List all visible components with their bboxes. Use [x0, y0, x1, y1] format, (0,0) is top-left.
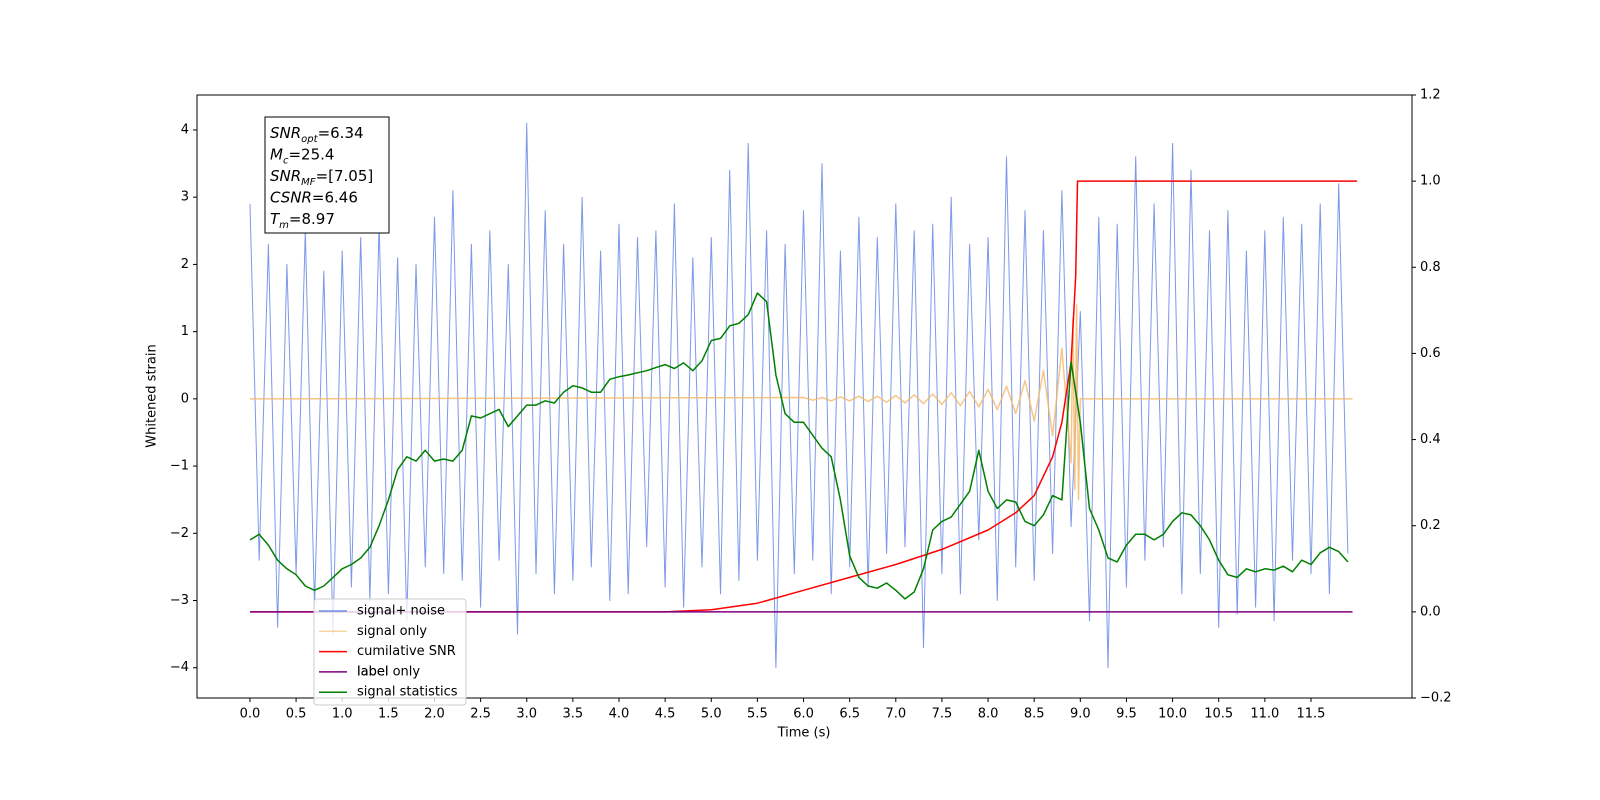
y-tick-label: 2	[181, 257, 189, 272]
legend-label: signal only	[357, 624, 427, 639]
series-line	[249, 122, 1349, 669]
x-tick-label: 3.0	[516, 707, 537, 722]
x-tick-label: 4.0	[609, 707, 630, 722]
y2-tick-label: 1.0	[1420, 174, 1441, 189]
x-tick-label: 0.0	[240, 707, 261, 722]
series-line	[249, 303, 1353, 501]
x-tick-label: 10.0	[1158, 707, 1187, 722]
x-tick-label: 4.5	[655, 707, 676, 722]
y-tick-label: −3	[170, 593, 189, 608]
y-axis-label: Whitened strain	[145, 344, 160, 447]
x-tick-label: 9.5	[1116, 707, 1137, 722]
legend-label: signal+ noise	[357, 604, 445, 619]
annotation-box	[264, 116, 390, 234]
x-tick-label: 6.5	[839, 707, 860, 722]
y-tick-label: −4	[170, 660, 189, 675]
legend-extra: label only	[357, 665, 420, 680]
y2-tick-label: 0.0	[1420, 604, 1441, 619]
annotation-base: SNR	[270, 124, 301, 142]
annotation-base: SNR	[270, 167, 301, 185]
legend-box	[313, 598, 467, 706]
x-tick-label: 2.5	[470, 707, 491, 722]
annotation-base: T	[270, 210, 281, 228]
x-tick-label: 5.0	[701, 707, 722, 722]
y2-tick-label: 1.2	[1420, 88, 1441, 103]
x-tick-label: 7.5	[932, 707, 953, 722]
series-line	[250, 180, 1358, 613]
x-axis-label: Time (s)	[777, 726, 831, 741]
y-tick-label: 4	[181, 122, 189, 137]
x-tick-label: 10.5	[1204, 707, 1233, 722]
annotation-sub: c	[283, 155, 289, 166]
y2-tick-label: 0.6	[1420, 346, 1441, 361]
x-tick-label: 8.0	[978, 707, 999, 722]
legend-label: signal statistics	[357, 685, 458, 700]
x-tick-label: 9.0	[1070, 707, 1091, 722]
x-tick-label: 1.5	[378, 707, 399, 722]
annotation-base: CSNR	[270, 188, 312, 206]
x-tick-label: 0.5	[286, 707, 307, 722]
x-tick-label: 1.0	[332, 707, 353, 722]
x-tick-label: 11.5	[1296, 707, 1325, 722]
y-tick-label: 0	[181, 391, 189, 406]
series-line	[249, 292, 1349, 600]
annotation-sub: m	[279, 220, 289, 231]
y-tick-label: −2	[170, 526, 189, 541]
y-tick-label: 1	[181, 324, 189, 339]
legend-label: cumilative SNR	[357, 644, 456, 659]
x-tick-label: 7.0	[885, 707, 906, 722]
y2-tick-label: 0.4	[1420, 432, 1441, 447]
plot-frame	[196, 94, 1413, 699]
annotation-text: =8.97	[289, 210, 335, 228]
legend-label: label	[357, 664, 388, 679]
annotation: SNRMF=[7.05]	[270, 167, 373, 188]
x-tick-label: 6.0	[793, 707, 814, 722]
y-tick-label: 3	[181, 190, 189, 205]
annotation-text: =[7.05]	[316, 167, 374, 185]
annotation-text: =25.4	[288, 145, 334, 163]
annotation-sub: opt	[301, 134, 318, 145]
annotation: CSNR=6.46	[270, 188, 358, 206]
y2-tick-label: 0.2	[1420, 518, 1441, 533]
y-tick-label: −1	[170, 459, 189, 474]
annotation-text: =6.46	[312, 188, 358, 206]
annotation: Tm=8.97	[270, 210, 335, 231]
annotation-sub: MF	[301, 177, 316, 188]
x-tick-label: 3.5	[563, 707, 584, 722]
x-tick-label: 5.5	[747, 707, 768, 722]
annotation-base: M	[270, 145, 283, 163]
y2-tick-label: 0.8	[1420, 260, 1441, 275]
x-tick-label: 2.0	[424, 707, 445, 722]
annotation: Mc=25.4	[270, 145, 334, 166]
x-tick-label: 8.5	[1024, 707, 1045, 722]
x-tick-label: 11.0	[1250, 707, 1279, 722]
annotation: SNRopt=6.34	[270, 124, 364, 145]
y2-tick-label: −0.2	[1420, 691, 1452, 706]
annotation-text: =6.34	[318, 124, 364, 142]
